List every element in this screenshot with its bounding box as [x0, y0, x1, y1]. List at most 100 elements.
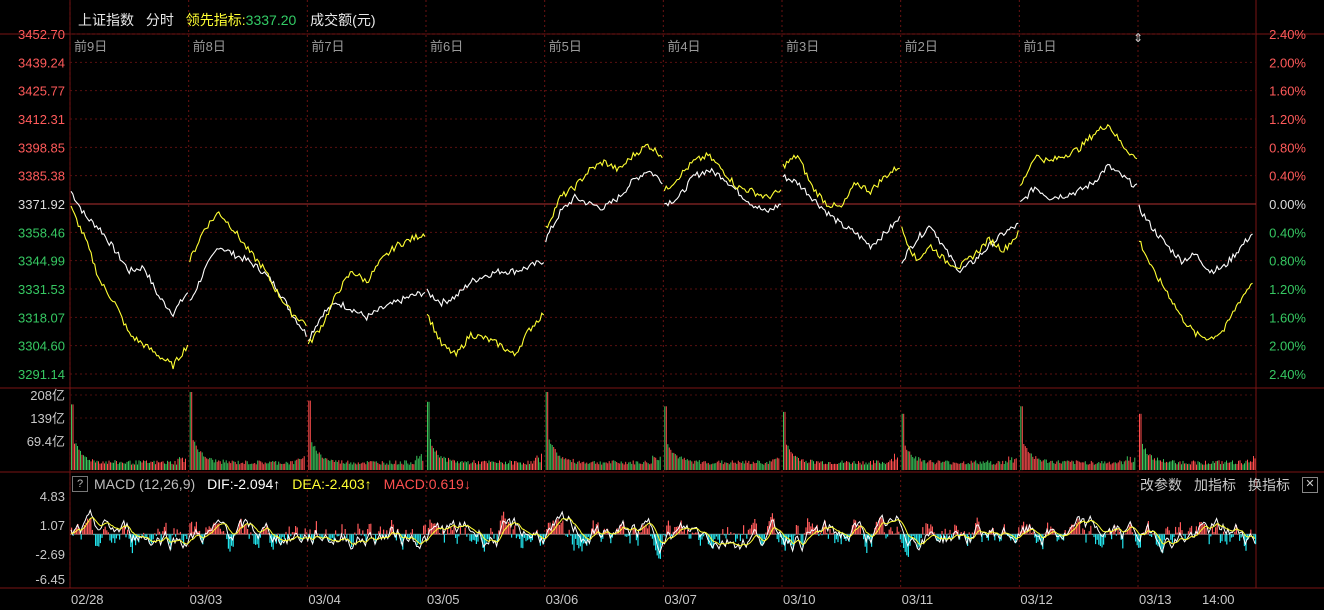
macd-bar — [645, 524, 647, 535]
volume-bar — [541, 453, 542, 470]
volume-bar — [1126, 456, 1128, 470]
leading-line-day-3 — [426, 312, 545, 358]
volume-bar — [167, 460, 168, 470]
macd-bar — [866, 534, 868, 553]
macd-bar — [1219, 534, 1221, 543]
volume-bar — [191, 392, 193, 470]
volume-bar — [194, 441, 196, 470]
macd-bar — [331, 534, 333, 538]
volume-bar — [789, 449, 790, 470]
macd-bar — [179, 531, 181, 535]
add-indicator-button[interactable]: 加指标 — [1194, 477, 1236, 493]
macd-bar — [546, 529, 548, 535]
macd-bar — [464, 527, 466, 535]
volume-bar — [709, 464, 711, 470]
volume-bar — [701, 462, 703, 470]
pct-tick: 0.80% — [1269, 254, 1306, 269]
volume-bar — [324, 458, 326, 470]
volume-bar — [740, 462, 742, 470]
volume-bar — [925, 463, 927, 470]
macd-bar — [693, 533, 695, 535]
volume-bar — [1030, 453, 1032, 470]
volume-bar — [484, 460, 485, 470]
volume-bar — [599, 461, 601, 470]
volume-bar — [227, 463, 229, 470]
volume-bar — [219, 461, 221, 470]
macd-bar — [688, 534, 690, 539]
volume-bar — [566, 459, 568, 470]
volume-bar — [888, 462, 889, 470]
volume-bar — [913, 458, 915, 470]
switch-indicator-button[interactable]: 换指标 — [1248, 477, 1290, 493]
volume-bar — [808, 462, 810, 470]
volume-bar — [976, 463, 978, 470]
macd-bar — [778, 534, 780, 543]
price-tick: 3452.70 — [18, 27, 65, 42]
macd-tick: 4.83 — [40, 489, 65, 504]
volume-bar — [1145, 448, 1146, 470]
macd-bar — [114, 534, 116, 544]
macd-bar — [408, 534, 410, 540]
volume-bar — [71, 404, 72, 470]
volume-bar — [613, 460, 615, 470]
macd-bar — [160, 534, 162, 541]
volume-bar — [408, 464, 410, 470]
macd-bar — [555, 520, 557, 535]
volume-bar — [413, 464, 415, 470]
volume-bar — [173, 464, 174, 470]
macd-bar — [1130, 522, 1132, 535]
volume-bar — [831, 464, 832, 470]
volume-bar — [1012, 462, 1014, 470]
volume-bar — [430, 439, 431, 470]
volume-bar — [955, 462, 957, 470]
volume-bar — [536, 455, 538, 470]
volume-bar — [478, 461, 479, 470]
volume-bar — [303, 456, 305, 470]
macd-bar — [621, 525, 623, 535]
volume-bar — [222, 459, 224, 470]
volume-bar — [1146, 454, 1148, 470]
mode-label[interactable]: 分时 — [145, 12, 174, 28]
macd-bar — [1189, 527, 1191, 535]
volume-bar — [631, 463, 633, 470]
price-tick: 3439.24 — [18, 55, 65, 70]
macd-bar — [565, 534, 567, 536]
volume-bar — [907, 451, 909, 470]
volume-bar — [1185, 463, 1187, 470]
pct-tick: 1.20% — [1269, 112, 1306, 127]
macd-bar — [376, 534, 378, 536]
volume-bar — [446, 461, 448, 470]
volume-bar — [1143, 449, 1145, 470]
macd-bar — [1088, 531, 1090, 535]
volume-bar — [218, 460, 220, 470]
volume-bar — [491, 461, 493, 470]
close-icon[interactable]: ✕ — [1302, 477, 1318, 493]
macd-bar — [448, 533, 450, 535]
change-params-button[interactable]: 改参数 — [1140, 477, 1182, 493]
help-button[interactable]: ? — [72, 476, 88, 492]
volume-bar — [1110, 464, 1112, 470]
volume-bar — [921, 461, 923, 470]
macd-bar — [963, 531, 965, 535]
volume-bar — [638, 463, 640, 470]
macd-info-bar: ? MACD (12,26,9) DIF:-2.094↑ DEA:-2.403↑… — [72, 474, 471, 494]
volume-bar — [509, 460, 511, 470]
macd-bar — [407, 534, 409, 539]
macd-bar — [1061, 534, 1063, 540]
macd-bar — [467, 533, 469, 535]
volume-bar — [676, 455, 678, 470]
volume-bar — [520, 462, 521, 470]
volume-bar — [110, 462, 111, 470]
volume-bar — [410, 462, 412, 470]
scroll-arrows-icon[interactable]: ⇕ — [1133, 31, 1143, 45]
macd-bar — [879, 517, 881, 535]
macd-histogram — [70, 508, 1257, 559]
volume-bar — [698, 460, 700, 470]
volume-bar — [248, 464, 250, 470]
volume-bar — [1235, 463, 1236, 470]
macd-bar — [885, 534, 887, 539]
volume-bar — [539, 462, 541, 470]
macd-bar — [640, 532, 642, 535]
volume-bar — [416, 455, 418, 470]
macd-bar — [946, 534, 948, 540]
